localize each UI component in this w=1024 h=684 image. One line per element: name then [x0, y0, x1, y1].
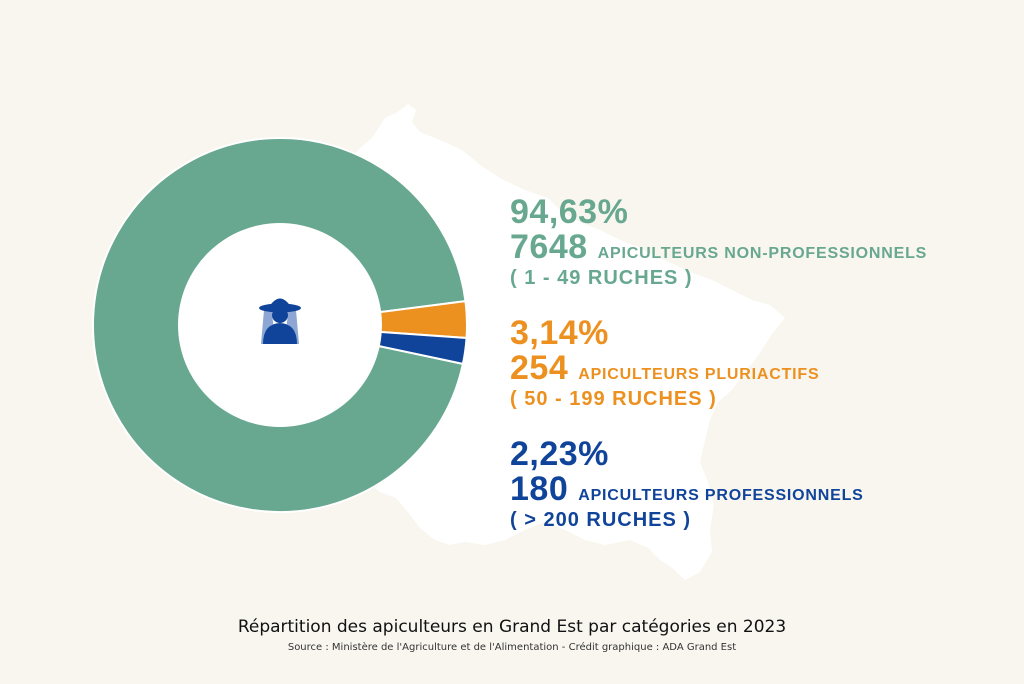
range-label: ( 1 - 49 RUCHES )	[510, 267, 693, 289]
percent-label: 94,63%	[510, 193, 629, 231]
count-label: 180	[510, 470, 569, 508]
chart-caption: Répartition des apiculteurs en Grand Est…	[237, 617, 787, 637]
beekeeper-icon	[259, 298, 301, 344]
category-label: APICULTEURS PLURIACTIFS	[578, 366, 820, 383]
category-label: APICULTEURS NON-PROFESSIONNELS	[597, 245, 928, 262]
category-label: APICULTEURS PROFESSIONNELS	[578, 487, 864, 504]
percent-label: 2,23%	[510, 435, 609, 473]
category-pluriactifs: 3,14% 254 APICULTEURS PLURIACTIFS ( 50 - …	[510, 316, 819, 409]
percent-label: 3,14%	[510, 314, 609, 352]
category-non-professionnels: 94,63% 7648 APICULTEURS NON-PROFESSIONNEL…	[510, 195, 927, 288]
count-label: 254	[510, 349, 569, 387]
count-label: 7648	[510, 228, 588, 266]
donut-chart	[92, 137, 468, 513]
source-credit: Source : Ministère de l'Agriculture et d…	[287, 642, 737, 653]
category-professionnels: 2,23% 180 APICULTEURS PROFESSIONNELS ( > …	[510, 437, 864, 530]
range-label: ( 50 - 199 RUCHES )	[510, 388, 717, 410]
range-label: ( > 200 RUCHES )	[510, 509, 692, 531]
